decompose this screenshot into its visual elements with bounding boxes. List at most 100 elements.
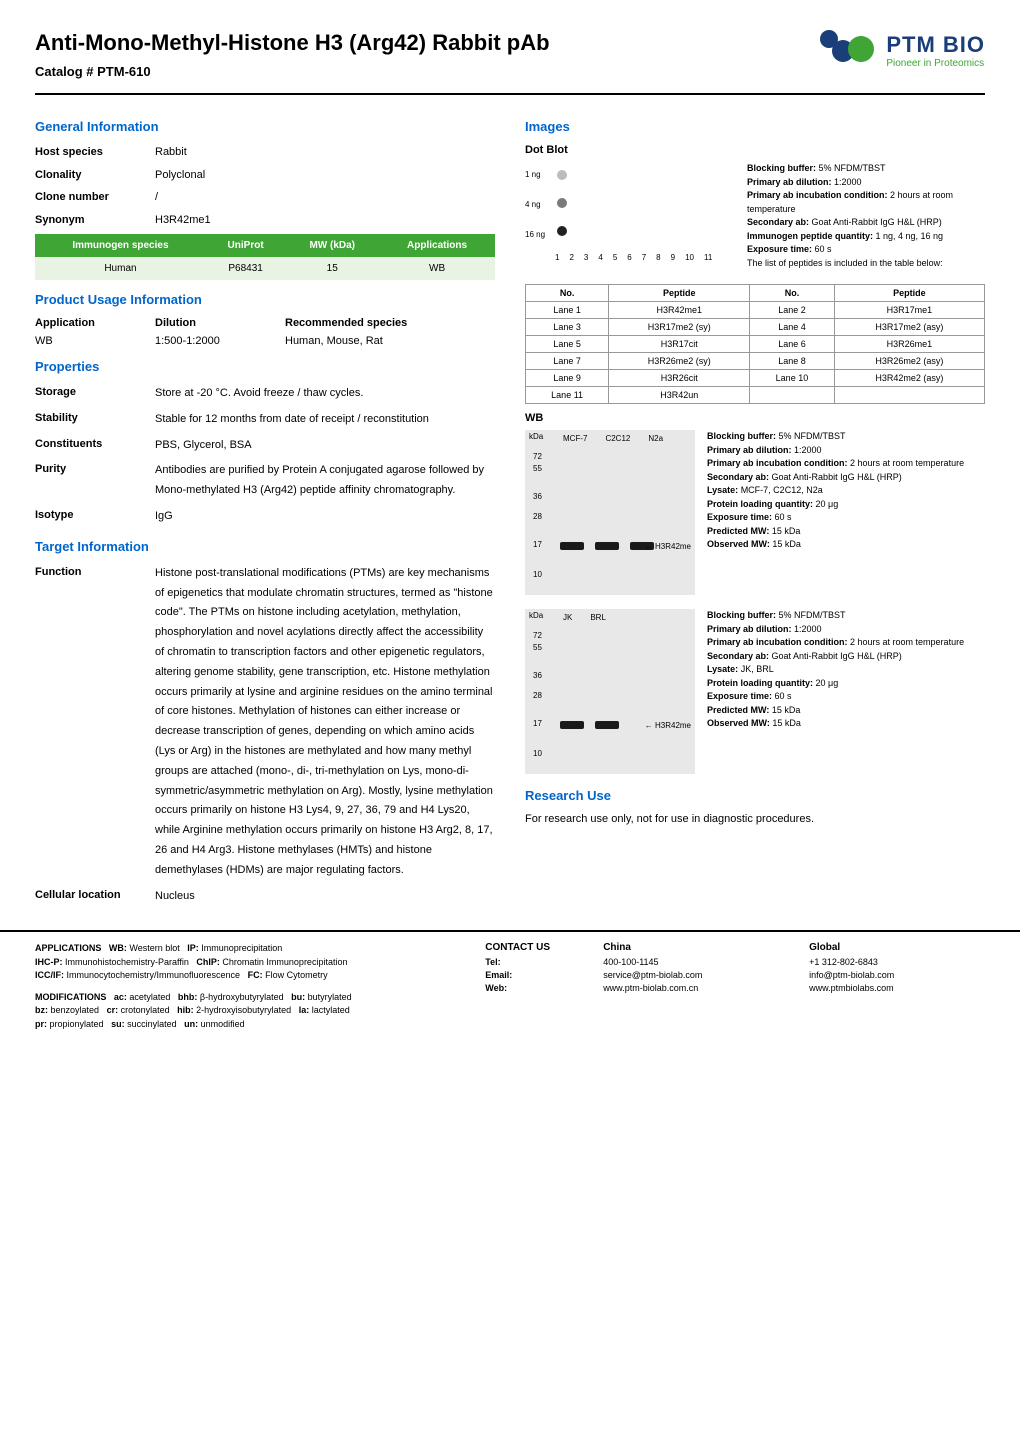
- x-label: 3: [584, 253, 588, 262]
- cap-l: Immunogen peptide quantity:: [747, 231, 873, 241]
- cap-v: 15 kDa: [769, 526, 800, 536]
- function: Histone post-translational modifications…: [155, 564, 495, 881]
- pt-td: H3R42un: [609, 387, 750, 404]
- f-l: un:: [184, 1019, 198, 1029]
- function-label: Function: [35, 564, 155, 881]
- immunogen-td: Human: [35, 257, 206, 280]
- stability: Stable for 12 months from date of receip…: [155, 410, 495, 430]
- f-v: 2-hydroxyisobutyrylated: [194, 1005, 292, 1015]
- pt-td: Lane 6: [750, 336, 834, 353]
- band-label: H3R42me: [655, 542, 691, 551]
- usage-th: Dilution: [155, 317, 285, 329]
- wb-image-2: kDa JK BRL 72 55 36 28 17 10 ← H3R42me: [525, 609, 695, 774]
- pt-td: H3R26cit: [609, 370, 750, 387]
- kda-label: kDa: [529, 611, 543, 620]
- kda-label: kDa: [529, 432, 543, 441]
- cap-v: 15 kDa: [769, 705, 800, 715]
- isotype-label: Isotype: [35, 507, 155, 527]
- pt-td: [750, 387, 834, 404]
- global-web: www.ptmbiolabs.com: [809, 983, 985, 993]
- pt-td: Lane 8: [750, 353, 834, 370]
- tick: 10: [533, 570, 542, 579]
- brand-logo: PTM BIO Pioneer in Proteomics: [820, 28, 985, 72]
- peptide-table: No. Peptide No. Peptide Lane 1H3R42me1La…: [525, 284, 985, 404]
- china-label: China: [603, 942, 779, 953]
- f-v: acetylated: [127, 992, 171, 1002]
- f-v: propionylated: [47, 1019, 104, 1029]
- tick: 36: [533, 492, 542, 501]
- f-l: pr:: [35, 1019, 47, 1029]
- constituents: PBS, Glycerol, BSA: [155, 436, 495, 456]
- x-label: 9: [671, 253, 675, 262]
- global-email: info@ptm-biolab.com: [809, 970, 985, 980]
- cap-l: Secondary ab:: [747, 217, 809, 227]
- isotype: IgG: [155, 507, 495, 527]
- usage-heading: Product Usage Information: [35, 292, 495, 307]
- logo-brand: PTM BIO: [886, 32, 985, 58]
- f-l: FC:: [248, 970, 263, 980]
- cap-v: 5% NFDM/TBST: [776, 610, 846, 620]
- host-species: Rabbit: [155, 144, 495, 161]
- cap-v: 5% NFDM/TBST: [816, 163, 886, 173]
- x-label: 2: [569, 253, 573, 262]
- china-email: service@ptm-biolab.com: [603, 970, 779, 980]
- x-label: 1: [555, 253, 559, 262]
- f-l: bu:: [291, 992, 305, 1002]
- china-tel: 400-100-1145: [603, 957, 779, 967]
- f-v: Chromatin Immunoprecipitation: [220, 957, 348, 967]
- tick: 28: [533, 691, 542, 700]
- pt-td: [834, 387, 984, 404]
- cap-l: Blocking buffer:: [747, 163, 816, 173]
- purity: Antibodies are purified by Protein A con…: [155, 461, 495, 501]
- f-l: cr:: [107, 1005, 119, 1015]
- clonality: Polyclonal: [155, 167, 495, 184]
- x-label: 5: [613, 253, 617, 262]
- x-label: 4: [598, 253, 602, 262]
- email-label: Email:: [485, 970, 512, 980]
- tick: 55: [533, 464, 542, 473]
- cap-l: Primary ab dilution:: [707, 445, 792, 455]
- cap-v: 60 s: [772, 691, 792, 701]
- f-v: Immunoprecipitation: [199, 943, 283, 953]
- f-v: Immunohistochemistry-Paraffin: [63, 957, 189, 967]
- f-l: ICC/IF:: [35, 970, 64, 980]
- images-heading: Images: [525, 119, 985, 134]
- f-l: ac:: [114, 992, 127, 1002]
- tick: 72: [533, 452, 542, 461]
- purity-label: Purity: [35, 461, 155, 501]
- target-heading: Target Information: [35, 539, 495, 554]
- lane: C2C12: [605, 434, 630, 443]
- pt-td: H3R42me2 (asy): [834, 370, 984, 387]
- immunogen-td: WB: [379, 257, 495, 280]
- cap-l: Lysate:: [707, 485, 738, 495]
- clone: /: [155, 189, 495, 206]
- dotblot-caption: Blocking buffer: 5% NFDM/TBST Primary ab…: [747, 162, 985, 270]
- pt-td: Lane 5: [526, 336, 609, 353]
- clone-label: Clone number: [35, 189, 155, 206]
- f-v: crotonylated: [118, 1005, 170, 1015]
- tick: 36: [533, 671, 542, 680]
- y-label: 1 ng: [525, 170, 541, 179]
- pt-th: No.: [750, 285, 834, 302]
- pt-td: Lane 9: [526, 370, 609, 387]
- pt-td: H3R26me1: [834, 336, 984, 353]
- tick: 17: [533, 540, 542, 549]
- y-label: 4 ng: [525, 200, 541, 209]
- divider: [35, 93, 985, 95]
- cap-l: Exposure time:: [747, 244, 812, 254]
- general-heading: General Information: [35, 119, 495, 134]
- synonym-label: Synonym: [35, 212, 155, 229]
- synonym: H3R42me1: [155, 212, 495, 229]
- china-web: www.ptm-biolab.com.cn: [603, 983, 779, 993]
- cap-v: 20 μg: [813, 678, 838, 688]
- f-v: lactylated: [309, 1005, 350, 1015]
- immunogen-th: UniProt: [206, 234, 285, 257]
- f-l: IHC-P:: [35, 957, 63, 967]
- pt-td: H3R26me2 (sy): [609, 353, 750, 370]
- pt-td: Lane 11: [526, 387, 609, 404]
- storage: Store at -20 °C. Avoid freeze / thaw cyc…: [155, 384, 495, 404]
- cap-l: Primary ab dilution:: [747, 177, 832, 187]
- cap-l: Protein loading quantity:: [707, 499, 813, 509]
- f-l: la:: [299, 1005, 310, 1015]
- cellular-label: Cellular location: [35, 887, 155, 907]
